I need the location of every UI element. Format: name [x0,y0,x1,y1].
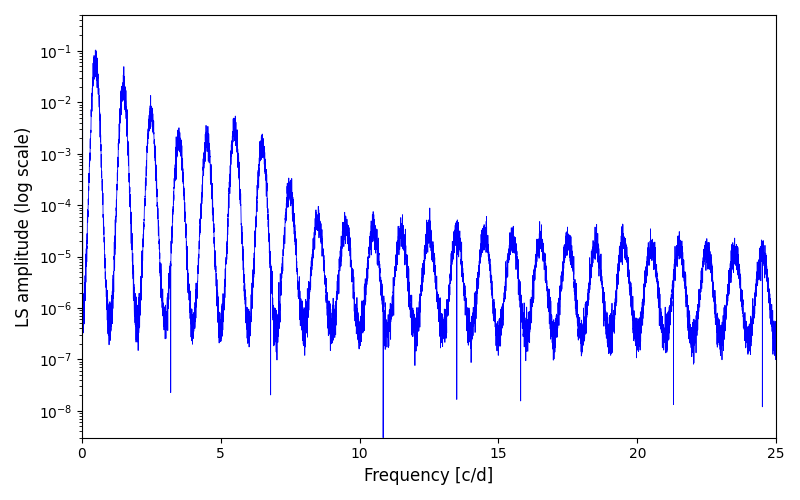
X-axis label: Frequency [c/d]: Frequency [c/d] [364,467,494,485]
Y-axis label: LS amplitude (log scale): LS amplitude (log scale) [15,126,33,326]
